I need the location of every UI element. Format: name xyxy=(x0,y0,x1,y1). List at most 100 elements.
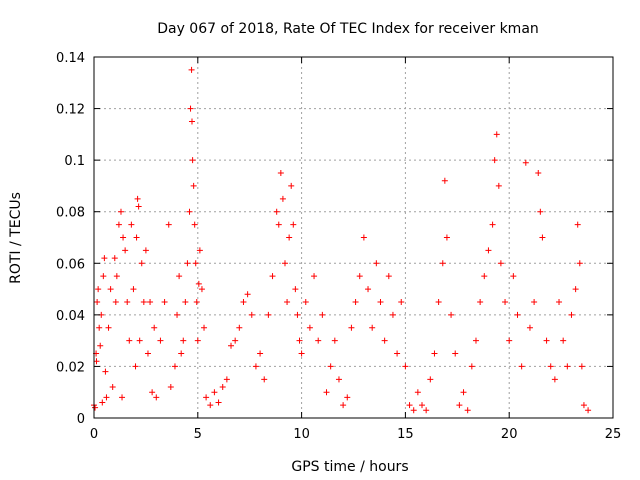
data-point xyxy=(248,311,255,318)
data-point xyxy=(101,255,108,262)
data-point xyxy=(187,105,194,112)
x-tick-label: 20 xyxy=(501,427,518,442)
data-point xyxy=(194,337,201,344)
data-point xyxy=(180,337,187,344)
data-point xyxy=(219,384,226,391)
data-point xyxy=(201,324,208,331)
data-point xyxy=(111,255,118,262)
data-point xyxy=(439,260,446,267)
data-point xyxy=(435,298,442,305)
y-tick-label: 0.12 xyxy=(56,103,85,118)
data-point xyxy=(472,337,479,344)
x-axis-label: GPS time / hours xyxy=(291,459,408,475)
data-point xyxy=(456,402,463,409)
data-point xyxy=(134,195,141,202)
data-point xyxy=(568,311,575,318)
data-point xyxy=(452,350,459,357)
data-point xyxy=(196,247,203,254)
data-point xyxy=(215,399,222,406)
data-point xyxy=(257,350,264,357)
data-point xyxy=(193,298,200,305)
data-point xyxy=(261,376,268,383)
y-tick-label: 0.1 xyxy=(64,154,85,169)
data-point xyxy=(153,394,160,401)
data-point xyxy=(124,298,131,305)
data-point xyxy=(296,337,303,344)
data-point xyxy=(119,394,126,401)
data-point xyxy=(277,170,284,177)
data-point xyxy=(335,376,342,383)
data-point xyxy=(292,286,299,293)
data-point xyxy=(294,311,301,318)
data-point xyxy=(352,298,359,305)
data-point xyxy=(306,324,313,331)
data-point xyxy=(167,384,174,391)
data-point xyxy=(112,298,119,305)
data-point xyxy=(132,363,139,370)
data-point xyxy=(468,363,475,370)
data-point xyxy=(273,208,280,215)
data-points xyxy=(91,66,592,414)
data-point xyxy=(174,311,181,318)
data-point xyxy=(537,208,544,215)
data-point xyxy=(195,280,202,287)
data-point xyxy=(269,273,276,280)
data-point xyxy=(356,273,363,280)
data-point xyxy=(506,337,513,344)
data-point xyxy=(105,324,112,331)
data-point xyxy=(120,234,127,241)
data-point xyxy=(389,311,396,318)
data-point xyxy=(140,298,147,305)
gridlines xyxy=(94,57,613,418)
chart-title: Day 067 of 2018, Rate Of TEC Index for r… xyxy=(157,21,539,37)
y-tick-label: 0.02 xyxy=(56,360,85,375)
data-point xyxy=(441,177,448,184)
data-point xyxy=(252,363,259,370)
data-point xyxy=(190,182,197,189)
data-point xyxy=(275,221,282,228)
data-point xyxy=(265,311,272,318)
data-point xyxy=(576,260,583,267)
data-point xyxy=(373,260,380,267)
data-point xyxy=(381,337,388,344)
data-point xyxy=(369,324,376,331)
y-tick-label: 0.14 xyxy=(56,51,85,66)
data-point xyxy=(115,221,122,228)
data-point xyxy=(580,402,587,409)
data-point xyxy=(535,170,542,177)
data-point xyxy=(423,407,430,414)
data-point xyxy=(130,286,137,293)
data-point xyxy=(113,273,120,280)
data-point xyxy=(327,363,334,370)
data-point xyxy=(236,324,243,331)
x-tick-label: 25 xyxy=(605,427,622,442)
data-point xyxy=(477,298,484,305)
data-point xyxy=(510,273,517,280)
data-point xyxy=(286,234,293,241)
data-point xyxy=(518,363,525,370)
data-point xyxy=(151,324,158,331)
axis-ticks: 0 0.02 0.04 0.06 0.08 0.1 0.12 0.14 0 5 10 15 20 25 xyxy=(56,51,621,442)
data-point xyxy=(157,337,164,344)
data-point xyxy=(551,376,558,383)
data-point xyxy=(281,260,288,267)
data-point xyxy=(514,311,521,318)
data-point xyxy=(398,298,405,305)
data-point xyxy=(211,389,218,396)
data-point xyxy=(117,208,124,215)
data-point xyxy=(144,350,151,357)
data-point xyxy=(228,342,235,349)
data-point xyxy=(539,234,546,241)
data-point xyxy=(136,337,143,344)
data-point xyxy=(460,389,467,396)
data-point xyxy=(419,402,426,409)
data-point xyxy=(431,350,438,357)
data-point xyxy=(94,298,101,305)
data-point xyxy=(495,182,502,189)
data-point xyxy=(165,221,172,228)
y-tick-label: 0.08 xyxy=(56,206,85,221)
data-point xyxy=(161,298,168,305)
data-point xyxy=(126,337,133,344)
data-point xyxy=(284,298,291,305)
